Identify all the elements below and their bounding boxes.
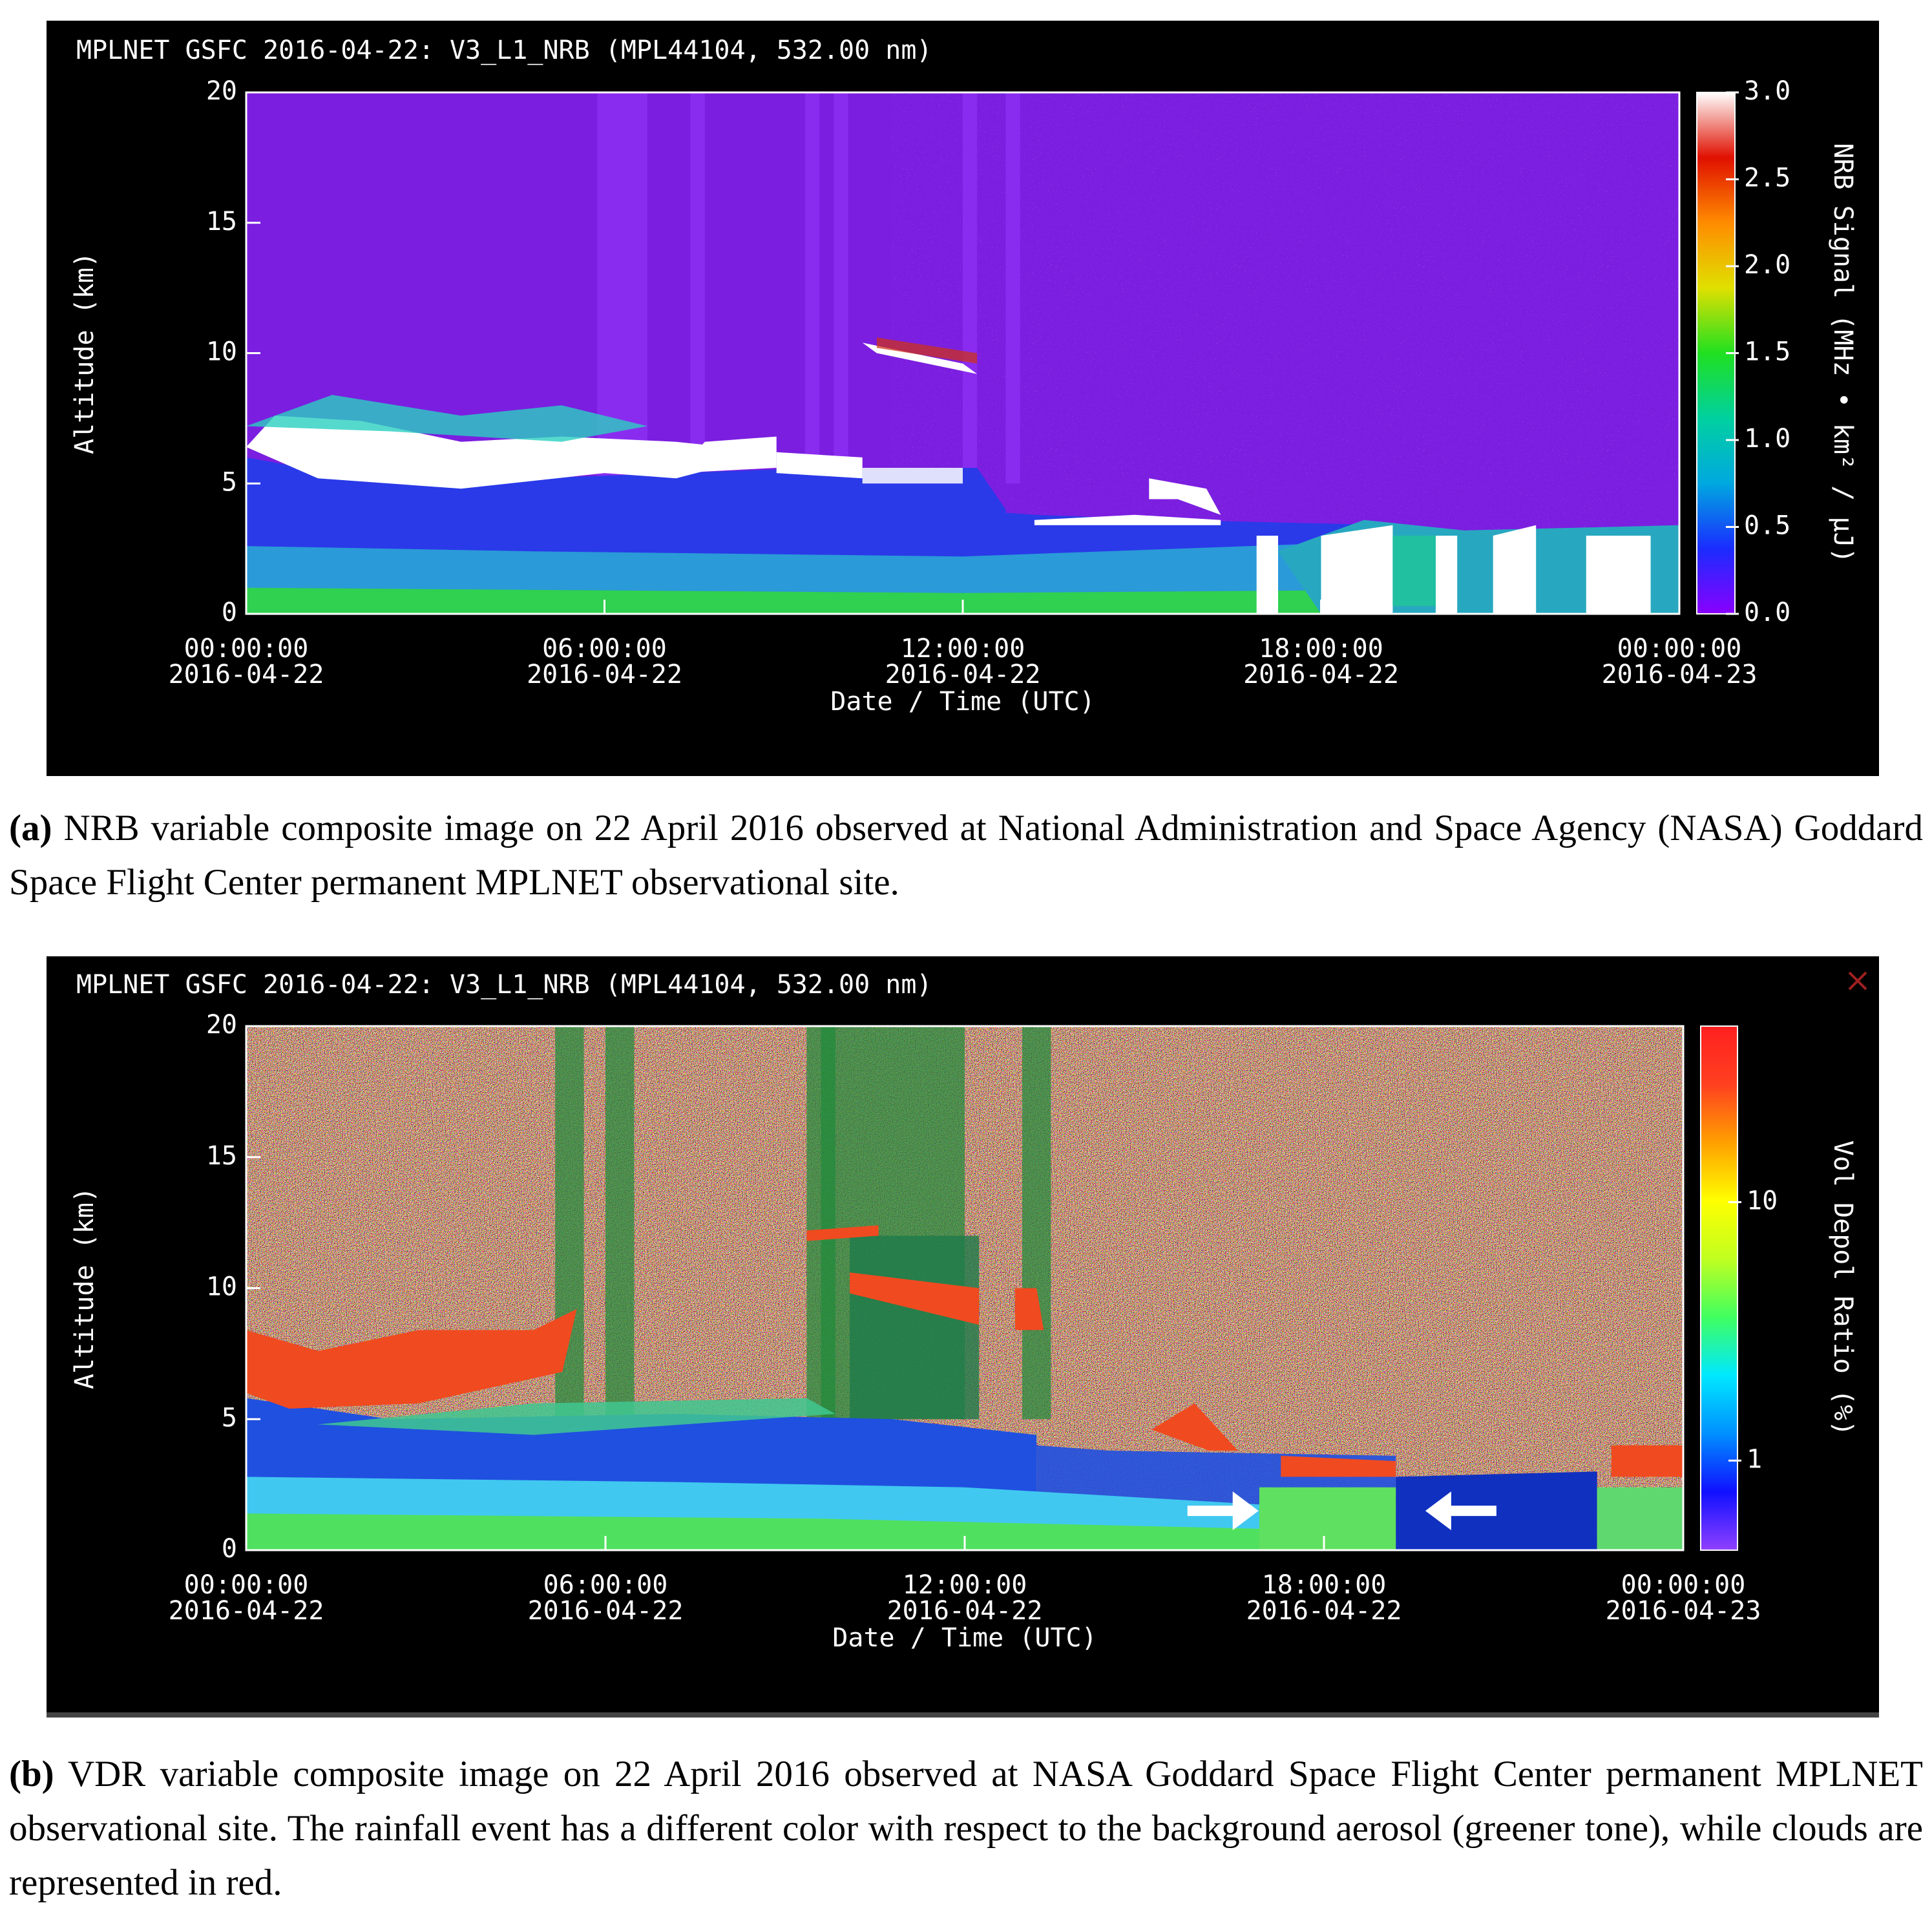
heatmap-region	[1597, 1487, 1683, 1550]
heatmap-region	[1151, 1403, 1238, 1451]
caption: (a) NRB variable composite image on 22 A…	[9, 801, 1923, 910]
y-tick-label: 0	[222, 598, 237, 627]
x-tick-label: 00:00:00	[184, 1570, 309, 1600]
caption-text: NRB variable composite image on 22 April…	[9, 808, 1924, 903]
colorbar-tick-label: 2.0	[1744, 250, 1790, 280]
heatmap-region	[1149, 478, 1221, 515]
heatmap-region	[625, 92, 647, 484]
x-axis-label: Date / Time (UTC)	[830, 687, 1095, 717]
heatmap-region	[862, 342, 978, 374]
heatmap-region	[676, 436, 777, 474]
heatmap-region	[1392, 536, 1436, 606]
x-tick-label: 2016-04-22	[527, 660, 682, 689]
heatmap-region	[834, 92, 848, 484]
heatmap-image	[246, 92, 1679, 614]
heatmap-region	[806, 1225, 879, 1241]
y-axis-label: Altitude (km)	[70, 1187, 100, 1389]
y-tick-label: 10	[206, 1272, 237, 1302]
x-tick-label: 2016-04-23	[1606, 1596, 1761, 1626]
x-tick-label: 00:00:00	[184, 634, 309, 664]
heatmap-region	[850, 1235, 980, 1420]
heatmap-region	[850, 1272, 980, 1325]
caption-label: (a)	[9, 808, 52, 848]
colorbar-tick-label: 3.0	[1744, 76, 1790, 106]
heatmap-region	[246, 1513, 1281, 1550]
heatmap-region	[597, 92, 633, 484]
chart-title: MPLNET GSFC 2016-04-22: V3_L1_NRB (MPL44…	[76, 36, 932, 65]
x-tick-label: 2016-04-22	[885, 660, 1041, 689]
chart-title: MPLNET GSFC 2016-04-22: V3_L1_NRB (MPL44…	[76, 970, 932, 1000]
heatmap-region	[1611, 1445, 1683, 1477]
x-tick-label: 2016-04-22	[1246, 1596, 1402, 1626]
x-tick-label: 06:00:00	[543, 1570, 668, 1600]
y-tick-label: 5	[222, 467, 237, 497]
caption-text: VDR variable composite image on 22 April…	[9, 1754, 1923, 1903]
x-tick-label: 06:00:00	[542, 634, 667, 664]
x-tick-label: 00:00:00	[1621, 1570, 1746, 1600]
heatmap-region	[1396, 1471, 1597, 1550]
colorbar-label: Vol Depol Ratio (%)	[1828, 1140, 1858, 1436]
colorbar-tick-label: 2.5	[1744, 163, 1790, 193]
colorbar-tick-label: 0.0	[1744, 598, 1790, 627]
heatmap-region	[1435, 536, 1458, 614]
y-tick-label: 20	[206, 76, 237, 106]
y-tick-label: 0	[222, 1534, 237, 1564]
colorbar-tick-label: 0.5	[1744, 511, 1790, 541]
caption-label: (b)	[9, 1754, 54, 1794]
heatmap-region	[246, 415, 777, 489]
heatmap-region	[1259, 1487, 1396, 1550]
x-tick-label: 2016-04-22	[169, 1596, 324, 1626]
y-tick-label: 10	[206, 337, 237, 367]
y-tick-label: 15	[206, 1141, 237, 1171]
colorbar-tick-label: 10	[1747, 1186, 1778, 1215]
heatmap-region	[963, 92, 978, 484]
arrow-icon	[1425, 1491, 1496, 1531]
heatmap-region	[690, 92, 705, 484]
heatmap-region	[1256, 536, 1278, 614]
heatmap-region	[805, 92, 820, 484]
heatmap-region	[1022, 1026, 1051, 1420]
colorbar-tick-label: 1	[1747, 1444, 1762, 1474]
heatmap-region	[776, 452, 863, 479]
colorbar	[1700, 1025, 1738, 1551]
close-icon	[1848, 971, 1867, 991]
x-tick-label: 00:00:00	[1617, 634, 1742, 664]
x-tick-label: 12:00:00	[903, 1570, 1027, 1600]
x-tick-label: 2016-04-22	[1243, 660, 1399, 689]
heatmap-image	[246, 1026, 1683, 1550]
heatmap-region	[246, 395, 647, 442]
arrow-icon	[1187, 1491, 1259, 1531]
heatmap-region	[1034, 514, 1221, 525]
x-tick-label: 2016-04-22	[169, 660, 324, 689]
colorbar-tick-label: 1.5	[1744, 337, 1790, 367]
caption: (b) VDR variable composite image on 22 A…	[9, 1747, 1923, 1910]
y-tick-label: 20	[206, 1010, 237, 1040]
heatmap-region	[246, 1308, 577, 1409]
heatmap-region	[876, 337, 978, 364]
x-tick-label: 2016-04-23	[1602, 660, 1758, 689]
heatmap-region	[1014, 1288, 1044, 1330]
panel-border	[47, 1712, 1879, 1718]
heatmap-region	[605, 1026, 635, 1420]
heatmap-region	[862, 468, 963, 484]
x-tick-label: 18:00:00	[1259, 634, 1383, 664]
y-axis-label: Altitude (km)	[70, 252, 100, 454]
heatmap-region	[1281, 1456, 1396, 1477]
heatmap-region	[1321, 525, 1393, 614]
x-axis-label: Date / Time (UTC)	[832, 1623, 1097, 1653]
heatmap-region	[1586, 536, 1651, 614]
heatmap-region	[1005, 92, 1020, 484]
x-tick-label: 2016-04-22	[887, 1596, 1043, 1626]
y-tick-label: 15	[206, 207, 237, 236]
colorbar-tick-label: 1.0	[1744, 424, 1790, 454]
heatmap-region	[318, 1398, 835, 1435]
x-tick-label: 12:00:00	[901, 634, 1025, 664]
x-tick-label: 2016-04-22	[528, 1596, 684, 1626]
colorbar-label: NRB Signal (MHz • km² / µJ)	[1828, 143, 1858, 563]
heatmap-region	[1493, 525, 1537, 614]
y-tick-label: 5	[222, 1403, 237, 1433]
x-tick-label: 18:00:00	[1262, 1570, 1387, 1600]
